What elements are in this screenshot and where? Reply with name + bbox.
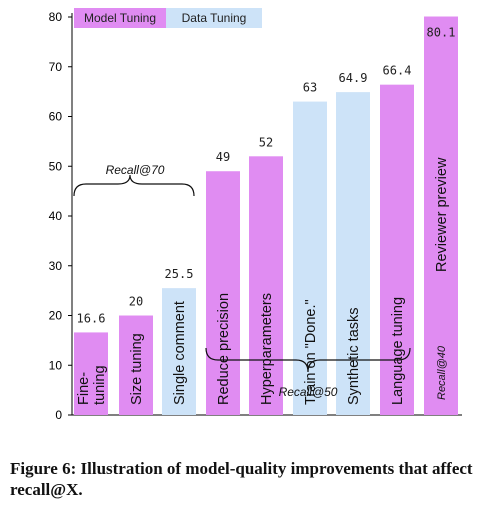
y-tick-label: 0 [55, 408, 62, 422]
legend-label: Data Tuning [182, 11, 247, 25]
y-tick-label: 20 [49, 309, 63, 323]
y-tick-label: 60 [49, 110, 63, 124]
bar-value-label: 49 [216, 150, 230, 164]
bar-value-label: 64.9 [339, 71, 368, 85]
category-label-line: Train on "Done." [303, 299, 319, 405]
category-label: Size tuning [129, 333, 145, 405]
figure-caption: Figure 6: Illustration of model-quality … [10, 459, 473, 499]
bar-value-label: 63 [303, 81, 317, 95]
category-label-line: Language tuning [390, 297, 406, 405]
bar-value-label: 80.1 [427, 26, 456, 40]
recall40-label: Recall@40 [436, 345, 448, 400]
y-tick-label: 10 [49, 358, 63, 372]
bar-value-label: 52 [259, 135, 273, 149]
category-label-line: Single comment [172, 301, 188, 405]
bar [336, 92, 370, 415]
category-label-line: Fine- [76, 372, 92, 405]
bar-value-label: 20 [129, 295, 143, 309]
y-axis: 0 10 20 30 40 50 60 70 80 [49, 10, 462, 422]
recall70-brace [73, 174, 195, 197]
category-label-line: Reviewer preview [434, 157, 450, 272]
bar [424, 16, 458, 415]
category-label: Reduce precision [216, 293, 232, 405]
bar [249, 156, 283, 416]
category-label: Reviewer preview [434, 157, 450, 272]
category-label: Language tuning [390, 297, 406, 405]
chart: 0 10 20 30 40 50 60 70 80 16.6 Fine-tuning 20 Size … [49, 8, 462, 422]
y-tick-label: 70 [49, 60, 63, 74]
legend-swatch [166, 8, 262, 28]
legend-swatch [74, 8, 166, 28]
bars: 16.6 Fine-tuning 20 Size tuning 25.5 Single c… [74, 16, 458, 416]
y-tick-label: 40 [49, 209, 63, 223]
legend: Model Tuning Data Tuning [74, 8, 262, 28]
bar-value-label: 66.4 [383, 64, 412, 78]
category-label-line: Hyperparameters [259, 293, 275, 405]
category-label-line: tuning [92, 365, 108, 405]
legend-label: Model Tuning [84, 11, 156, 25]
category-label: Hyperparameters [259, 293, 275, 405]
bar [206, 171, 240, 415]
recall50-label: Recall@50 [279, 385, 338, 399]
recall70-label: Recall@70 [106, 163, 165, 177]
recall40-label-group: Recall@40 [436, 345, 448, 400]
bar [119, 315, 153, 415]
bar-value-label: 16.6 [77, 311, 106, 325]
bar [162, 288, 196, 415]
category-label: Single comment [172, 301, 188, 405]
bar-value-label: 25.5 [165, 267, 194, 281]
bar [74, 332, 108, 415]
category-label: Train on "Done." [303, 299, 319, 405]
category-label-line: Size tuning [129, 333, 145, 405]
category-label: Synthetic tasks [346, 307, 362, 405]
y-tick-label: 80 [49, 10, 63, 24]
category-label-line: Synthetic tasks [346, 307, 362, 405]
recall50-brace [205, 347, 411, 373]
y-tick-label: 50 [49, 159, 63, 173]
category-label-line: Reduce precision [216, 293, 232, 405]
y-tick-label: 30 [49, 259, 63, 273]
category-label: Fine-tuning [76, 365, 108, 405]
annotations: Recall@70 Recall@50 Recall@40 [73, 163, 448, 400]
bar [293, 101, 327, 415]
